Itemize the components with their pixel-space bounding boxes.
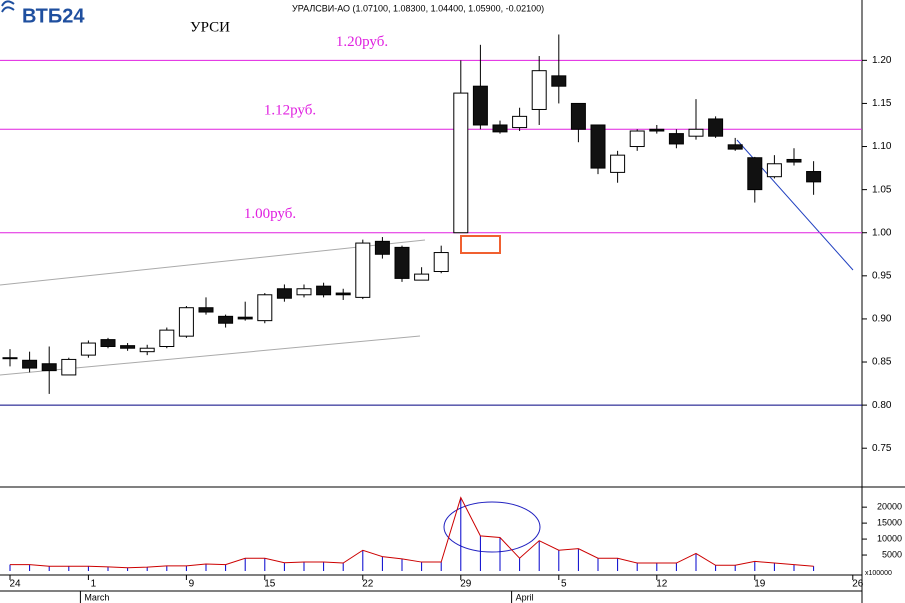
month-label: March xyxy=(84,592,109,602)
candle-body xyxy=(41,363,57,372)
candle-body xyxy=(374,240,390,255)
gap-box xyxy=(460,235,501,254)
y-tick-label: 0.95 xyxy=(872,270,892,281)
candle-body xyxy=(316,285,332,296)
x-tick-label: 26 xyxy=(852,579,864,590)
candle-body xyxy=(806,171,822,183)
candle-body xyxy=(355,242,371,298)
volume-tick-label: 15000 xyxy=(877,517,902,527)
x-tick-label: 5 xyxy=(561,579,567,590)
candle-body xyxy=(237,316,253,320)
candle-body xyxy=(414,273,430,281)
trend-line xyxy=(0,239,426,286)
candle-body xyxy=(276,288,292,299)
candle-body xyxy=(22,359,38,369)
candle-body xyxy=(512,115,528,129)
candle-body xyxy=(629,130,645,148)
level-label: 1.20руб. xyxy=(336,34,388,50)
candle-body xyxy=(649,128,665,132)
chart-title: УРАЛСВИ-АО (1.07100, 1.08300, 1.04400, 1… xyxy=(292,3,544,13)
y-tick-label: 1.15 xyxy=(872,98,892,109)
x-tick-label: 29 xyxy=(460,579,472,590)
x-tick-label: 12 xyxy=(656,579,668,590)
candle-body xyxy=(198,307,214,313)
candle-body xyxy=(218,315,234,324)
y-tick-label: 1.20 xyxy=(872,55,892,66)
x-tick-label: 24 xyxy=(9,579,21,590)
candle-body xyxy=(394,246,410,279)
y-tick-label: 1.10 xyxy=(872,141,892,152)
candle-body xyxy=(453,92,469,234)
candle-body xyxy=(492,124,508,133)
candle-body xyxy=(786,158,802,163)
logo-icon xyxy=(1,0,15,13)
x-tick-label: 1 xyxy=(91,579,97,590)
x-tick-label: 19 xyxy=(754,579,766,590)
candle-body xyxy=(727,144,743,150)
candle-body xyxy=(335,292,351,296)
volume-tick-label: 20000 xyxy=(877,502,902,512)
month-label: April xyxy=(516,592,534,602)
candle-body xyxy=(159,329,175,348)
candle-body xyxy=(668,133,684,145)
candle-body xyxy=(120,345,136,349)
candle-body xyxy=(688,128,704,137)
volume-unit: x100000 xyxy=(865,570,892,577)
volume-ellipse xyxy=(443,501,541,553)
candle-body xyxy=(472,85,488,126)
volume-tick-label: 5000 xyxy=(882,549,902,559)
candle-body xyxy=(531,70,547,110)
subtitle: УРСИ xyxy=(190,19,230,35)
candle-body xyxy=(257,294,273,322)
candle-body xyxy=(747,157,763,191)
candle-body xyxy=(610,154,626,173)
logo: ВТБ24 xyxy=(22,5,85,27)
candle-body xyxy=(551,75,567,87)
candle-body xyxy=(590,124,606,169)
level-label: 1.00руб. xyxy=(244,206,296,222)
level-label: 1.12руб. xyxy=(264,103,316,119)
candle-body xyxy=(570,102,586,130)
candle-body xyxy=(178,307,194,337)
x-tick-label: 15 xyxy=(264,579,276,590)
y-tick-label: 0.80 xyxy=(872,400,892,411)
x-tick-label: 9 xyxy=(189,579,195,590)
candle-body xyxy=(100,339,116,348)
candle-body xyxy=(433,252,449,273)
candle-body xyxy=(61,358,77,376)
x-tick-label: 22 xyxy=(362,579,374,590)
candle-body xyxy=(2,357,18,360)
y-tick-label: 0.90 xyxy=(872,314,892,325)
y-tick-label: 0.75 xyxy=(872,443,892,454)
y-tick-label: 0.85 xyxy=(872,357,892,368)
candle-body xyxy=(139,347,155,353)
volume-tick-label: 10000 xyxy=(877,533,902,543)
candle-body xyxy=(296,288,312,296)
candle-body xyxy=(80,342,96,356)
y-tick-label: 1.00 xyxy=(872,227,892,238)
volume-line xyxy=(10,496,814,569)
candle-body xyxy=(708,118,724,137)
candle-body xyxy=(766,163,782,178)
y-tick-label: 1.05 xyxy=(872,184,892,195)
